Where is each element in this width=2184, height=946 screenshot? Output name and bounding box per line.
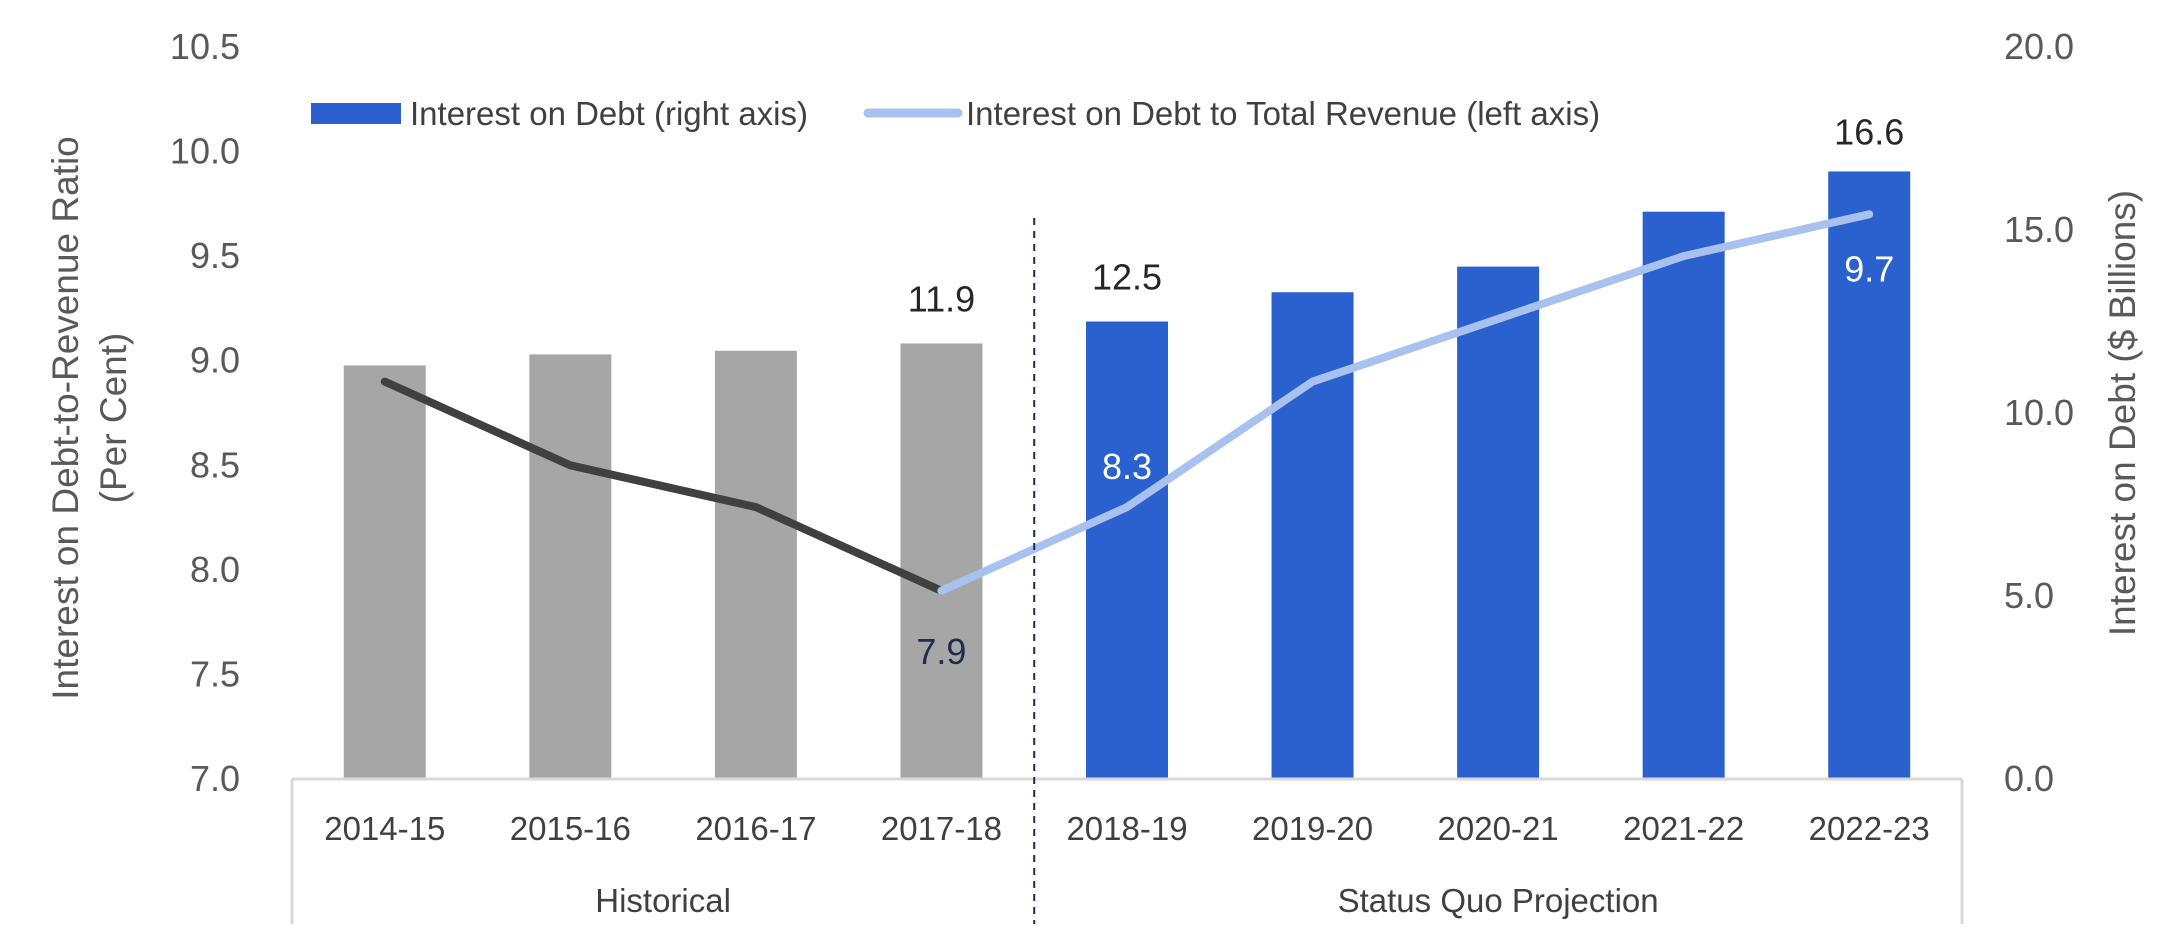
y-left-axis-title-line2: (Per Cent) <box>93 333 134 504</box>
bar-series <box>343 171 1911 780</box>
legend-label-bar: Interest on Debt (right axis) <box>410 95 808 132</box>
x-tick-label: 2015-16 <box>510 810 631 847</box>
legend-label-line: Interest on Debt to Total Revenue (left … <box>966 95 1600 132</box>
data-label: 7.9 <box>916 631 966 672</box>
bar-2017-18 <box>900 343 983 779</box>
y-right-tick-label: 0.0 <box>2004 758 2054 799</box>
y-right-tick-label: 5.0 <box>2004 575 2054 616</box>
x-tick-label: 2019-20 <box>1252 810 1373 847</box>
x-tick-label: 2020-21 <box>1438 810 1559 847</box>
y-right-tick-label: 20.0 <box>2004 26 2074 67</box>
line-historical <box>380 377 946 595</box>
y-left-tick-label: 10.0 <box>170 131 240 172</box>
y-right-tick-label: 10.0 <box>2004 392 2074 433</box>
data-label: 11.9 <box>908 278 975 319</box>
axes: 2014-15 2015-16 2016-17 2017-18 2018-19 2019-… <box>45 26 2143 924</box>
x-tick-label: 2016-17 <box>695 810 816 847</box>
data-labels: 11.9 12.5 16.6 7.9 8.3 9.7 <box>908 111 1905 671</box>
x-tick-label: 2021-22 <box>1623 810 1744 847</box>
y-left-axis-title: Interest on Debt-to-Revenue Ratio (Per Ce… <box>45 136 134 700</box>
legend: Interest on Debt (right axis) Interest on… <box>311 95 1600 132</box>
y-left-tick-label: 8.5 <box>190 444 240 485</box>
data-label: 8.3 <box>1102 446 1152 487</box>
bar-2022-23 <box>1828 171 1911 779</box>
y-right-tick-label: 15.0 <box>2004 209 2074 250</box>
x-tick-label: 2014-15 <box>324 810 445 847</box>
y-left-axis-title-line1: Interest on Debt-to-Revenue Ratio <box>45 136 86 700</box>
bar-2016-17 <box>714 350 797 779</box>
y-left-tick-label: 7.5 <box>190 653 240 694</box>
bar-2015-16 <box>529 354 612 779</box>
legend-swatch-bar <box>311 103 401 124</box>
x-group-label: Historical <box>595 882 731 919</box>
x-tick-label: 2018-19 <box>1066 810 1187 847</box>
data-label: 16.6 <box>1834 111 1904 152</box>
line-projection <box>937 210 1874 595</box>
x-tick-label: 2022-23 <box>1809 810 1930 847</box>
bar-2018-19 <box>1086 321 1168 779</box>
x-tick-label: 2017-18 <box>881 810 1002 847</box>
y-left-tick-label: 9.0 <box>190 340 240 381</box>
bar-2020-21 <box>1457 266 1540 780</box>
data-label: 12.5 <box>1092 257 1162 298</box>
y-left-tick-label: 9.5 <box>190 235 240 276</box>
y-right-axis-title: Interest on Debt ($ Billions) <box>2102 190 2143 636</box>
y-left-tick-label: 7.0 <box>190 758 240 799</box>
bar-2014-15 <box>343 365 426 779</box>
y-left-tick-label: 10.5 <box>170 26 240 67</box>
line-series <box>380 210 1874 595</box>
y-left-tick-label: 8.0 <box>190 549 240 590</box>
data-label: 9.7 <box>1844 248 1894 289</box>
bar-2019-20 <box>1271 292 1354 779</box>
bar-2021-22 <box>1642 211 1725 779</box>
x-group-label: Status Quo Projection <box>1338 882 1659 919</box>
